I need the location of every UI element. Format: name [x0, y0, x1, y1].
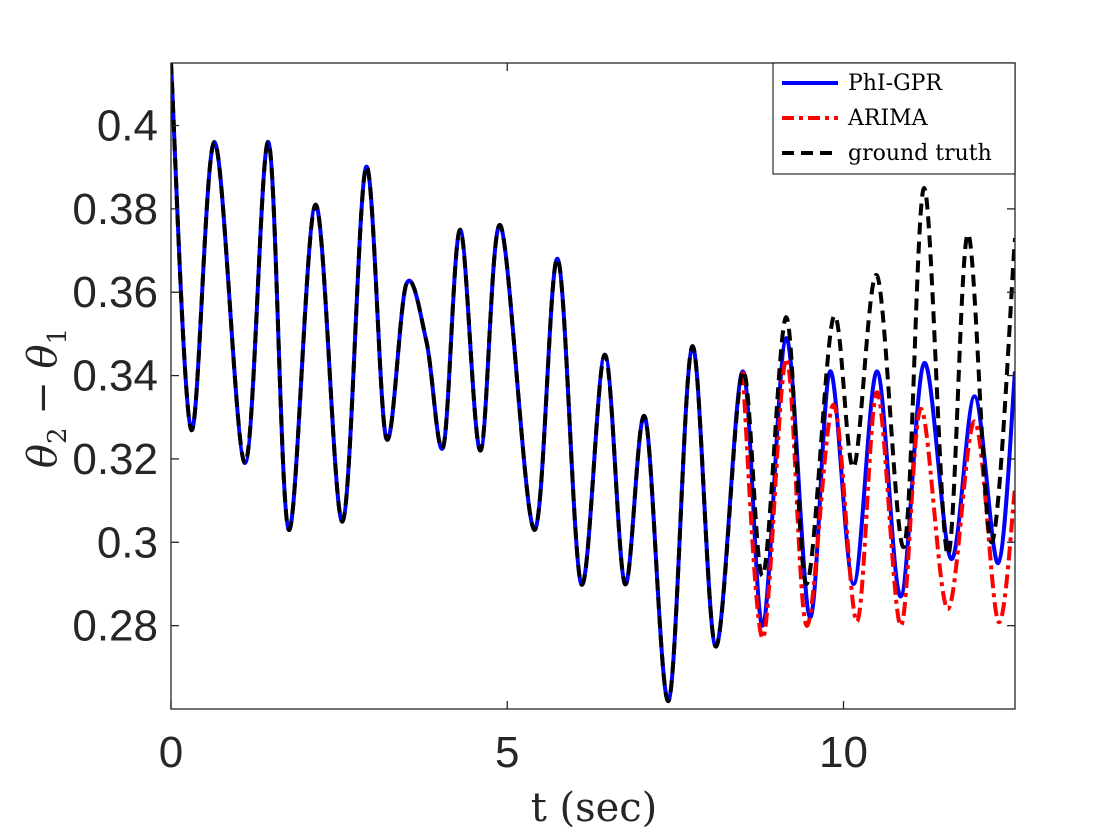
x-axis-label: t (sec)	[531, 785, 658, 831]
y-axis-label-theta1: θ	[20, 344, 66, 368]
series-line-arima	[740, 356, 1015, 641]
ticks-layer: 0 5 10 0.28 0.3 0.32 0.34 0.36 0.38 0.4	[72, 63, 1015, 777]
legend-label: ground truth	[848, 141, 992, 166]
x-tick-label: 5	[495, 728, 519, 777]
x-tick-label: 10	[819, 728, 868, 777]
y-tick-label: 0.28	[72, 602, 158, 651]
series-line-ground-truth	[171, 63, 1015, 703]
y-tick-label: 0.36	[72, 268, 158, 317]
y-tick-label: 0.32	[72, 435, 158, 484]
y-axis-label-theta2: θ	[20, 444, 66, 468]
svg-text:θ2 − θ1: θ2 − θ1	[20, 328, 73, 468]
legend: PhI-GPR ARIMA ground truth	[772, 62, 1016, 175]
plot-frame	[170, 62, 1016, 710]
series-layer	[171, 63, 1015, 703]
x-tick-label: 0	[159, 728, 183, 777]
legend-label: PhI-GPR	[848, 71, 943, 96]
y-tick-label: 0.38	[72, 185, 158, 234]
y-axis-label: θ2 − θ1	[20, 328, 73, 468]
y-tick-label: 0.3	[97, 518, 158, 567]
legend-label: ARIMA	[847, 106, 929, 131]
y-tick-label: 0.34	[72, 352, 158, 401]
y-tick-label: 0.4	[97, 102, 158, 151]
